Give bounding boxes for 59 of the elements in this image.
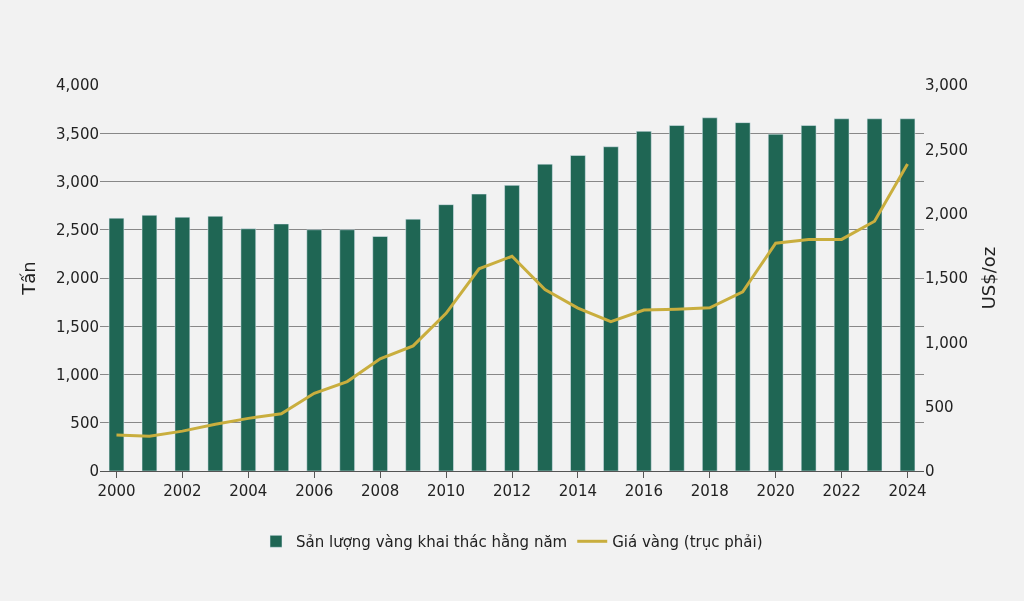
x-tick-label: 2018 [690,482,729,500]
bar [405,218,421,471]
x-tick-label: 2004 [229,482,268,500]
bar [207,215,224,471]
bar [141,215,158,471]
bar [240,228,256,471]
bar [866,118,883,471]
y-tick-label: 3,500 [56,124,99,143]
bar [669,125,685,471]
bar [471,193,487,471]
x-tick-label: 2022 [822,482,861,500]
bar [800,125,817,471]
y-tick-label: 0 [89,462,99,481]
y-tick-label: 1,000 [56,365,99,384]
bar [306,229,322,471]
y-tick-label: 500 [70,414,99,432]
y2-tick-label: 2,000 [925,204,968,223]
y-axis-title: Tấn [18,261,40,296]
bar [438,204,454,471]
y2-axis-title: US$/oz [978,246,1000,310]
y-tick-label: 2,500 [56,221,99,239]
legend-label: Giá vàng (trục phải) [612,533,763,552]
bar [108,217,125,471]
y2-tick-label: 1,000 [925,333,968,352]
x-tick-label: 2014 [558,482,598,500]
y2-tick-label: 1,500 [925,269,968,288]
y-tick-label: 2,000 [56,269,99,288]
bar [899,118,916,471]
y-tick-label: 3,000 [56,172,99,191]
y2-tick-label: 3,000 [925,76,968,95]
x-tick-label: 2016 [624,482,663,500]
x-tick-label: 2002 [163,482,202,500]
bar [570,155,586,471]
y2-tick-label: 500 [925,397,954,416]
x-tick-label: 2024 [888,482,927,500]
bar [537,163,553,471]
bar [273,223,289,471]
x-tick-label: 2006 [295,482,334,500]
bar [504,185,520,471]
legend-label: Sản lượng vàng khai thác hằng năm [296,533,568,552]
y2-tick-label: 2,500 [925,140,968,159]
y-tick-label: 4,000 [56,76,99,95]
y-tick-label: 1,500 [56,317,99,336]
bar [372,236,388,471]
x-tick-label: 2000 [97,482,136,500]
y2-tick-label: 0 [925,462,935,481]
bar [833,118,850,471]
bar [174,216,191,471]
bar [768,133,784,471]
x-tick-label: 2008 [361,482,400,500]
x-tick-label: 2010 [426,482,466,500]
bar [603,146,619,471]
bar [339,229,355,471]
line-series [114,162,910,438]
bar [735,122,751,471]
x-tick-label: 2012 [492,482,532,500]
bar [636,131,652,471]
x-tick-label: 2020 [756,482,795,500]
bar [702,117,718,471]
